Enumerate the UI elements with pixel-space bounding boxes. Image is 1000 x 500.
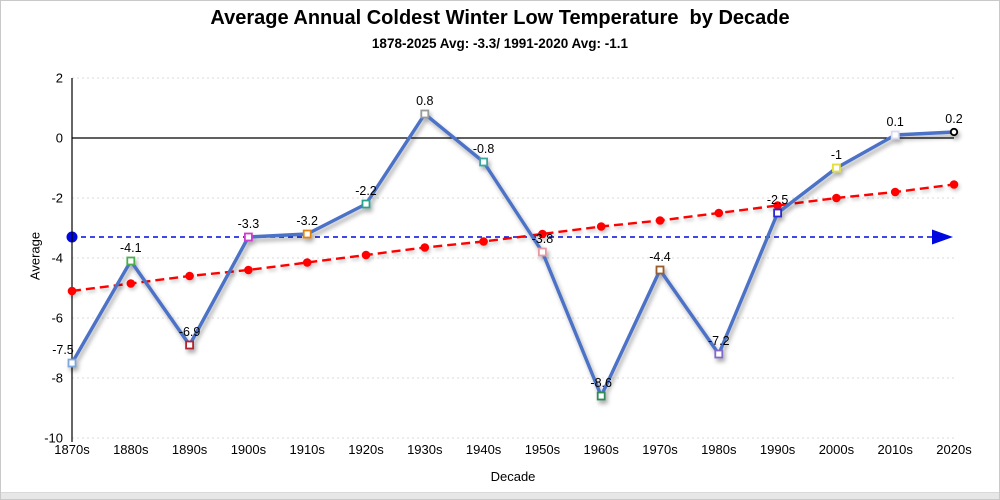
data-point-marker: [832, 163, 841, 173]
y-tick-label: -2: [51, 191, 63, 206]
data-point-marker: [949, 127, 959, 137]
trend-point: [361, 250, 371, 260]
data-point-marker: [773, 208, 782, 218]
x-tick-label: 1870s: [54, 442, 90, 457]
trend-point: [890, 187, 900, 197]
data-label: -7.2: [708, 334, 730, 348]
data-point-marker: [361, 199, 371, 209]
trend-point: [126, 279, 136, 288]
y-tick-label: 2: [56, 71, 63, 86]
data-point-marker: [67, 358, 77, 368]
data-label: -1: [831, 148, 842, 162]
average-line-arrow-icon: [932, 229, 953, 245]
data-label: 0.8: [416, 94, 433, 108]
data-label: -6.9: [179, 325, 201, 339]
data-label: -0.8: [473, 142, 495, 156]
x-tick-label: 1930s: [407, 442, 443, 457]
x-tick-label: 2000s: [819, 442, 855, 457]
data-label: -3.8: [532, 232, 554, 246]
chart-title: Average Annual Coldest Winter Low Temper…: [210, 7, 790, 29]
data-label: 0.2: [945, 112, 962, 126]
trend-point: [949, 180, 959, 189]
data-point-marker: [714, 349, 724, 359]
data-label: -3.2: [296, 214, 318, 228]
trend-series: [67, 180, 959, 296]
chart-subtitle: 1878-2025 Avg: -3.3/ 1991-2020 Avg: -1.1: [371, 36, 629, 51]
x-tick-label: 1950s: [525, 442, 561, 457]
data-point-marker: [655, 265, 665, 275]
data-point-marker: [185, 340, 195, 350]
temperature-series: [67, 109, 959, 401]
x-tick-label: 1960s: [583, 442, 619, 457]
data-label: -4.1: [120, 241, 142, 255]
data-label: -3.3: [238, 217, 260, 231]
data-label: -2.2: [355, 184, 377, 198]
data-point-marker: [596, 391, 606, 401]
gridlines: [72, 77, 957, 439]
trend-point: [596, 222, 606, 231]
x-tick-label: 1900s: [231, 442, 267, 457]
data-point-marker: [538, 247, 547, 257]
x-tick-label: 1880s: [113, 442, 149, 457]
data-point-marker: [126, 256, 136, 266]
y-tick-label: -10: [44, 431, 63, 446]
x-tick-label: 1970s: [642, 442, 678, 457]
trend-point: [302, 258, 312, 267]
data-label: -7.5: [52, 343, 74, 357]
x-tick-label: 2020s: [936, 442, 972, 457]
bottom-edge-strip: [1, 492, 999, 499]
data-label: -8.6: [590, 376, 612, 390]
y-tick-label: -6: [51, 311, 63, 326]
trend-point: [714, 208, 724, 218]
data-label: 0.1: [887, 115, 904, 129]
y-tick-label: -4: [51, 251, 63, 266]
data-point-marker: [890, 130, 900, 140]
trend-point: [244, 265, 253, 275]
x-tick-label: 2010s: [877, 442, 913, 457]
trend-point: [832, 193, 841, 203]
trend-point: [420, 243, 430, 252]
data-point-marker: [302, 229, 312, 239]
trend-point: [67, 286, 77, 296]
x-tick-labels: 1870s 1880s 1890s 1900s 1910s 1920s 1930s 1940s…: [54, 442, 972, 457]
x-tick-label: 1990s: [760, 442, 796, 457]
data-label: -2.5: [767, 193, 789, 207]
data-point-marker: [243, 232, 253, 242]
data-label: -4.4: [649, 250, 671, 264]
x-tick-label: 1980s: [701, 442, 737, 457]
y-tick-label: 0: [56, 131, 63, 146]
trend-point: [479, 237, 488, 246]
trend-point: [185, 271, 194, 281]
x-axis-title: Decade: [490, 469, 536, 484]
data-point-marker: [479, 157, 489, 167]
data-labels: -7.5 -4.1 -6.9 -3.3 -3.2 -2.2 0.8 -0.8 -3.8 -8.6 -…: [52, 94, 963, 390]
x-tick-label: 1890s: [172, 442, 208, 457]
x-tick-label: 1940s: [466, 442, 502, 457]
trend-point: [655, 216, 665, 225]
trend-point: [773, 201, 782, 210]
data-point-marker: [420, 109, 430, 119]
x-tick-label: 1920s: [348, 442, 384, 457]
trend-point: [538, 229, 547, 239]
y-tick-labels: 2 0 -2 -4 -6 -8 -10: [44, 71, 63, 446]
x-tick-label: 1910s: [289, 442, 325, 457]
y-tick-label: -8: [51, 371, 63, 386]
